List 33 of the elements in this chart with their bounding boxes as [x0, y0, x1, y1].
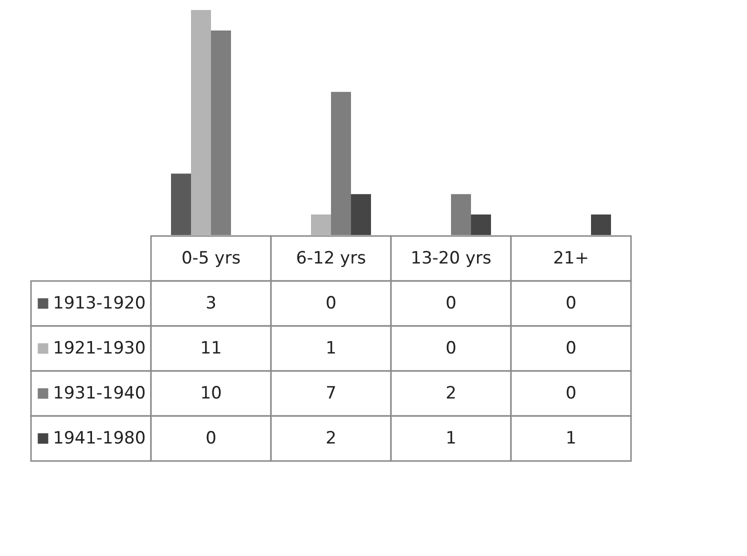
data-label: 11 — [200, 338, 222, 358]
x-tick-label: 0-5 yrs — [181, 248, 241, 268]
data-label: 3 — [206, 294, 216, 314]
data-label: 0 — [446, 294, 456, 314]
bar — [591, 214, 611, 235]
legend-label: 1941-1980 — [53, 428, 146, 448]
data-label: 7 — [326, 384, 336, 404]
data-label: 0 — [566, 338, 576, 358]
bar — [451, 194, 471, 235]
data-label: 2 — [326, 428, 336, 448]
data-label: 0 — [566, 294, 576, 314]
data-label: 1 — [326, 338, 336, 358]
data-label: 0 — [446, 338, 456, 358]
data-label: 10 — [200, 384, 222, 404]
legend-label: 1921-1930 — [53, 338, 146, 358]
bar — [171, 174, 191, 235]
legend-label: 1913-1920 — [53, 294, 146, 314]
x-tick-label: 21+ — [553, 248, 589, 268]
bar — [191, 10, 211, 235]
data-label: 1 — [566, 428, 576, 448]
legend-label: 1931-1940 — [53, 384, 146, 404]
bar — [311, 214, 331, 235]
data-label: 0 — [326, 294, 336, 314]
data-label: 0 — [206, 428, 216, 448]
x-tick-label: 13-20 yrs — [410, 248, 492, 268]
data-label: 1 — [446, 428, 456, 448]
bar — [471, 214, 491, 235]
bar — [211, 30, 231, 235]
data-label: 2 — [446, 384, 456, 404]
bar — [351, 194, 371, 235]
x-tick-label: 6-12 yrs — [296, 248, 366, 268]
data-label: 0 — [566, 384, 576, 404]
bar — [331, 92, 351, 235]
